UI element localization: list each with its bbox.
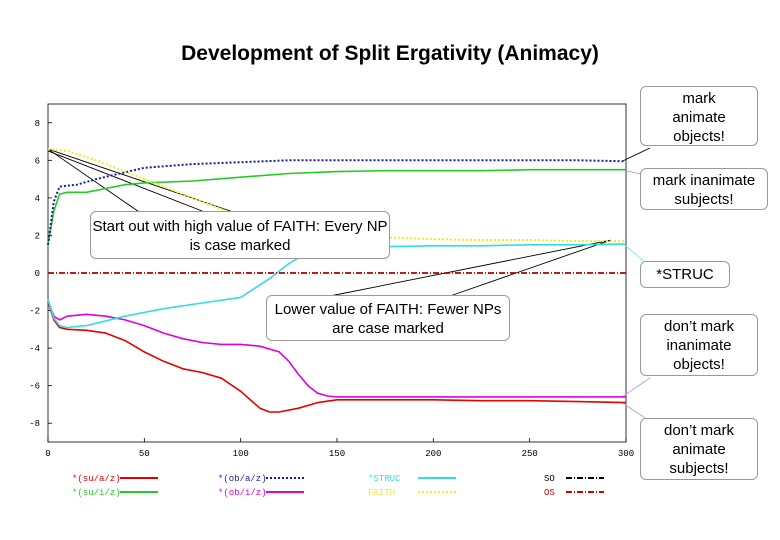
legend-label-faith: FAITH bbox=[368, 488, 395, 498]
y-tick-label: 0 bbox=[35, 269, 40, 279]
chart-title: Development of Split Ergativity (Animacy… bbox=[181, 42, 599, 65]
x-tick-label: 250 bbox=[522, 449, 538, 459]
y-tick-label: -8 bbox=[29, 419, 40, 429]
x-tick-label: 150 bbox=[329, 449, 345, 459]
x-tick-label: 50 bbox=[139, 449, 150, 459]
series-line-struc bbox=[47, 243, 627, 329]
callout-leader-line bbox=[621, 147, 651, 162]
callout-leader-line bbox=[47, 148, 146, 217]
callout-start-faith: Start out with high value of FAITH: Ever… bbox=[90, 211, 390, 259]
series-line-ob-a-z bbox=[47, 159, 627, 245]
legend-label-su-a-z: *(su/a/z) bbox=[72, 474, 121, 484]
y-tick-label: 2 bbox=[35, 231, 40, 241]
y-tick-label: -4 bbox=[29, 344, 40, 354]
callout-leader-line bbox=[329, 239, 611, 297]
y-tick-label: -2 bbox=[29, 307, 40, 317]
legend-label-ob-i-z: *(ob/i/z) bbox=[218, 488, 267, 498]
callout-leader-line bbox=[621, 377, 651, 398]
callout-mark-animate-objects: mark animate objects! bbox=[640, 86, 758, 146]
series-line-su-i-z bbox=[47, 168, 626, 245]
legend-label-so: SO bbox=[544, 474, 555, 484]
x-tick-label: 100 bbox=[233, 449, 249, 459]
callout-dont-mark-inanimate-objects: don’t mark inanimate objects! bbox=[640, 314, 758, 376]
series-line-ob-i-z bbox=[47, 300, 626, 398]
legend-label-su-i-z: *(su/i/z) bbox=[72, 488, 121, 498]
callout-mark-inanimate-subjects: mark inanimate subjects! bbox=[640, 168, 768, 210]
y-tick-label: 8 bbox=[35, 119, 40, 129]
x-tick-label: 300 bbox=[618, 449, 634, 459]
callout-lower-faith: Lower value of FAITH: Fewer NPs are case… bbox=[266, 295, 510, 341]
y-tick-label: -6 bbox=[29, 382, 40, 392]
callout-struc: *STRUC bbox=[640, 261, 730, 288]
legend-label-struc: *STRUC bbox=[368, 474, 401, 484]
callout-leader-line bbox=[449, 239, 611, 297]
callout-leader-line bbox=[621, 402, 649, 421]
y-tick-label: 6 bbox=[35, 156, 40, 166]
callout-leader-line bbox=[621, 242, 646, 263]
x-tick-label: 0 bbox=[45, 449, 50, 459]
legend-label-ob-a-z: *(ob/a/z) bbox=[218, 474, 267, 484]
y-tick-label: 4 bbox=[35, 194, 40, 204]
series-line-su-a-z bbox=[47, 300, 627, 413]
x-tick-label: 200 bbox=[425, 449, 441, 459]
legend-label-os: OS bbox=[544, 488, 555, 498]
callout-dont-mark-animate-subjects: don’t mark animate subjects! bbox=[640, 418, 758, 480]
